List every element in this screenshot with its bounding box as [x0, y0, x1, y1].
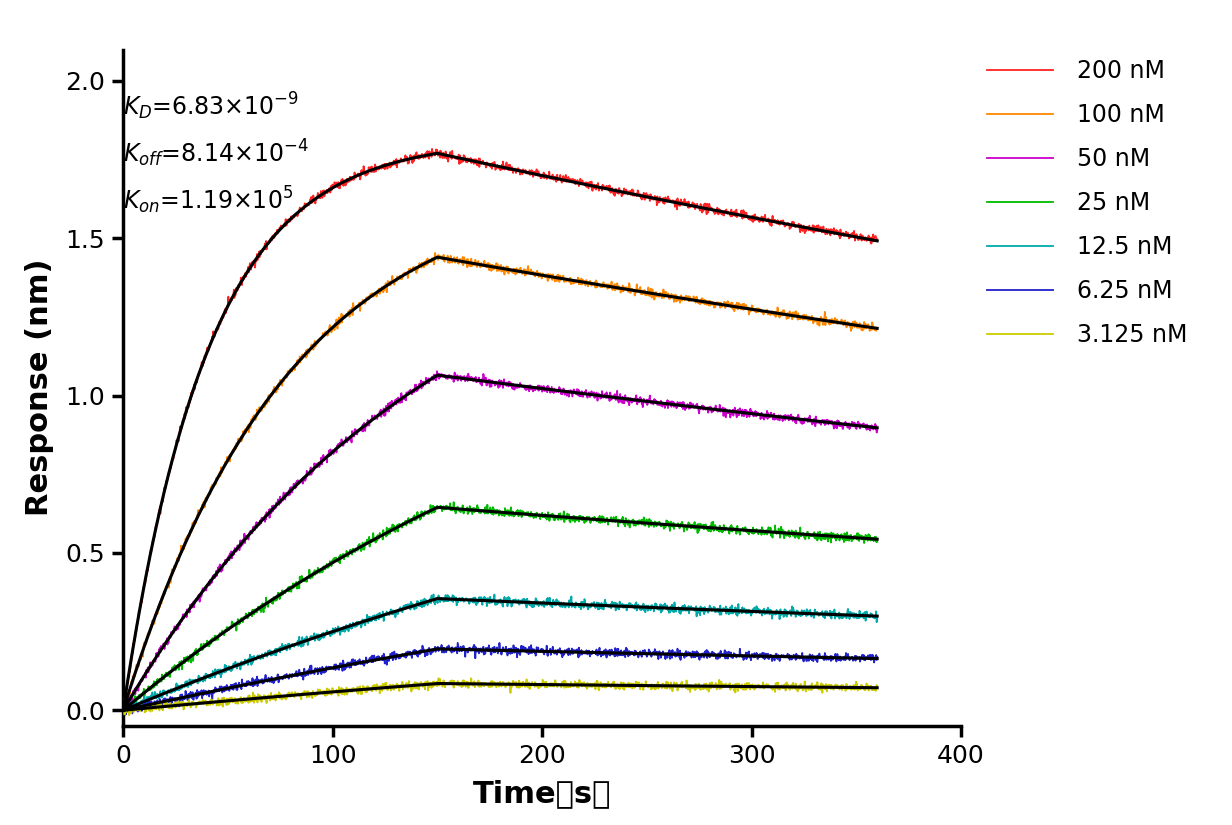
X-axis label: Time（s）: Time（s）: [473, 779, 611, 808]
Text: $K_{on}$=1.19×10$^{5}$: $K_{on}$=1.19×10$^{5}$: [123, 185, 293, 216]
Text: $K_{off}$=8.14×10$^{-4}$: $K_{off}$=8.14×10$^{-4}$: [123, 138, 309, 169]
Legend: 200 nM, 100 nM, 50 nM, 25 nM, 12.5 nM, 6.25 nM, 3.125 nM: 200 nM, 100 nM, 50 nM, 25 nM, 12.5 nM, 6…: [978, 50, 1196, 356]
Text: $K_D$=6.83×10$^{-9}$: $K_D$=6.83×10$^{-9}$: [123, 91, 299, 122]
Y-axis label: Response (nm): Response (nm): [25, 259, 54, 516]
